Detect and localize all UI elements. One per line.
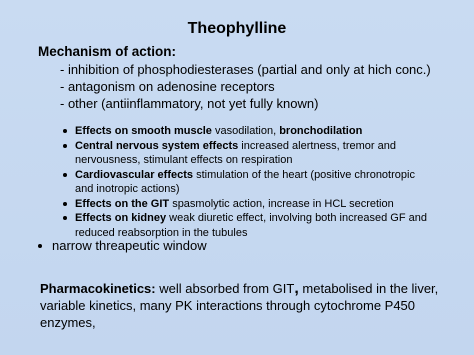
mechanism-item: - antagonism on adenosine receptors	[60, 79, 275, 94]
slide-title: Theophylline	[187, 20, 287, 37]
effect-item: Effects on smooth muscle vasodilation, b…	[62, 124, 434, 139]
extra-bullet-text: narrow threapeutic window	[52, 238, 207, 253]
bullet	[63, 129, 67, 133]
pk-text: metabolised in the liver, variable kinet…	[40, 281, 439, 330]
effect-item: Effects on the GIT spasmolytic action, i…	[62, 197, 434, 212]
mechanism-item: - other (antiinflammatory, not yet fully…	[60, 96, 319, 111]
extra-bullet: narrow threapeutic window	[38, 238, 207, 253]
section-heading: Mechanism of action:	[38, 44, 177, 59]
bullet	[63, 216, 67, 220]
pk-term: Pharmacokinetics:	[40, 281, 156, 296]
pk-emphasis: ,	[294, 280, 299, 297]
bullet	[38, 244, 42, 248]
effect-emphasis: bronchodilation	[279, 125, 363, 137]
effect-term: Central nervous system effects	[75, 139, 239, 152]
pk-text: well absorbed from GIT	[159, 281, 295, 296]
effect-item: Effects on kidney weak diuretic effect, …	[62, 211, 434, 240]
effect-term: Effects on kidney	[75, 212, 167, 224]
effect-text: spasmolytic action, increase in HCL secr…	[172, 197, 394, 210]
effect-item: Cardiovascular effects stimulation of th…	[62, 168, 434, 197]
effect-text: weak diuretic effect, involving both inc…	[75, 212, 427, 239]
effect-text: stimulation of the heart (positive chron…	[75, 168, 415, 196]
effects-list: Effects on smooth muscle vasodilation, b…	[62, 124, 434, 240]
bullet	[63, 201, 67, 206]
bullet	[63, 143, 67, 148]
pharmacokinetics: Pharmacokinetics: well absorbed from GIT…	[40, 280, 454, 331]
effect-term: Effects on smooth muscle	[75, 125, 212, 137]
mechanism-item: - inhibition of phosphodiesterases (part…	[60, 62, 431, 77]
effect-item: Central nervous system effects increased…	[62, 139, 434, 168]
effect-term: Cardiovascular effects	[75, 168, 193, 181]
effect-term: Effects on the GIT	[75, 197, 170, 210]
bullet	[63, 172, 67, 177]
effect-text: vasodilation,	[214, 125, 277, 137]
effect-text: increased alertness, tremor and nervousn…	[75, 139, 396, 167]
